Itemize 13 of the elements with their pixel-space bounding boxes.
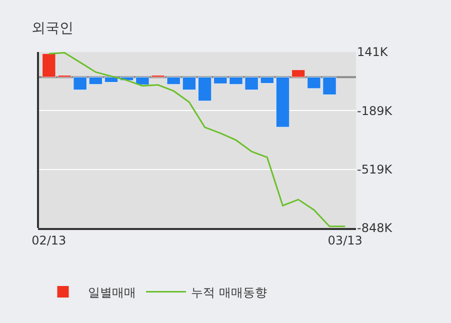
chart-title: 외국인 [32,20,74,36]
x-tick-label: 03/13 [328,233,362,248]
legend-label: 누적 매매동향 [191,285,267,300]
x-tick-label: 02/13 [32,233,66,248]
line-series [48,52,346,228]
bar [198,76,212,102]
legend-label: 일별매매 [88,285,136,300]
y-tick-label: -848K [357,221,394,236]
bar [182,76,196,90]
bar [276,76,290,128]
y-tick-label: -189K [357,104,394,118]
y-tick-label: 141K [357,45,389,60]
y-tick-label: -519K [357,162,394,177]
